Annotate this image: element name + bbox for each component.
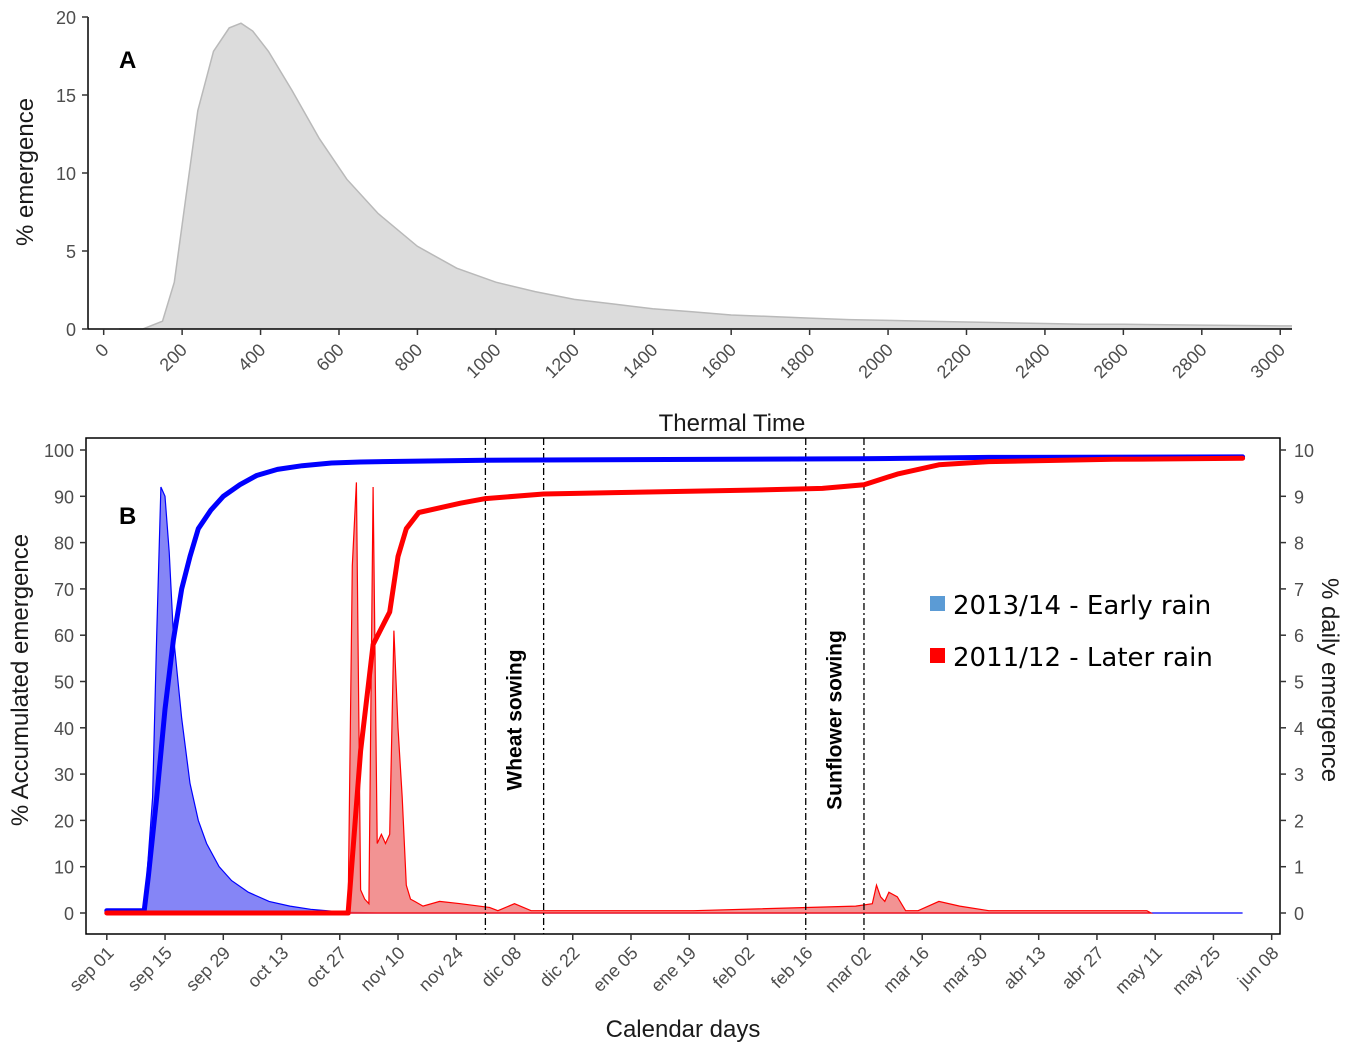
x-tick-label: oct 13 [244,943,293,992]
legend-label: 2011/12 - Later rain [953,643,1213,673]
x-tick-label: feb 02 [709,943,759,993]
x-tick-label: 3000 [1247,340,1289,382]
y-left-tick-label: 80 [54,534,74,554]
x-tick-label: mar 16 [879,943,933,997]
x-tick-label: nov 10 [356,943,408,995]
y-right-tick-label: 3 [1294,765,1304,785]
daily-emergence-area-2 [106,482,1154,914]
y-tick-label: 5 [66,242,76,262]
x-tick-label: jun 08 [1233,943,1283,993]
y-right-tick-label: 7 [1294,580,1304,600]
y-left-tick-label: 70 [54,580,74,600]
y-right-tick-label: 9 [1294,487,1304,507]
y-right-tick-label: 2 [1294,811,1304,831]
x-tick-label: 600 [312,340,347,375]
y-left-tick-label: 100 [44,441,74,461]
x-tick-label: dic 08 [477,943,525,991]
y-left-tick-label: 20 [54,811,74,831]
y-right-axis-title: % daily emergence [1316,578,1343,782]
sowing-label: Wheat sowing [503,649,526,790]
x-tick-label: feb 16 [767,943,817,993]
daily-emergence-area-1 [106,486,1243,914]
y-right-tick-label: 0 [1294,904,1304,924]
x-tick-label: nov 24 [415,943,467,995]
y-tick-label: 10 [56,164,76,184]
x-tick-label: 800 [391,340,426,375]
x-tick-label: 2800 [1168,340,1210,382]
x-tick-label: sep 15 [124,943,176,995]
x-tick-label: may 25 [1168,943,1224,999]
x-tick-label: 1600 [698,340,740,382]
x-tick-label: mar 02 [821,943,875,997]
x-tick-label: sep 01 [65,943,117,995]
y-left-tick-label: 50 [54,673,74,693]
x-tick-label: abr 27 [1058,943,1108,993]
emergence-area [119,23,1292,329]
x-axis-title: Thermal Time [659,410,806,437]
legend-swatch [930,596,945,611]
accumulated-emergence-line-2 [104,455,1246,916]
x-tick-label: 1200 [541,340,583,382]
x-tick-label: 2200 [933,340,975,382]
y-left-tick-label: 0 [64,904,74,924]
plot-frame [85,437,1281,935]
x-tick-label: 1000 [462,340,504,382]
y-right-tick-label: 10 [1294,441,1314,461]
y-left-tick-label: 90 [54,487,74,507]
y-left-tick-label: 10 [54,858,74,878]
x-tick-label: oct 27 [302,943,351,992]
x-tick-label: 1800 [776,340,818,382]
panel-label-b: B [119,503,136,530]
accumulated-emergence-line-1 [104,454,1246,914]
x-tick-label: dic 22 [535,943,583,991]
sowing-label: Sunflower sowing [824,630,847,810]
y-left-axis-title: % Accumulated emergence [7,534,34,826]
y-left-tick-label: 30 [54,765,74,785]
x-tick-label: may 11 [1111,943,1166,998]
y-right-tick-label: 1 [1294,858,1304,878]
y-right-tick-label: 6 [1294,626,1304,646]
y-tick-label: 20 [56,8,76,28]
y-left-tick-label: 40 [54,719,74,739]
x-tick-label: ene 05 [589,943,642,996]
x-tick-label: 1400 [619,340,661,382]
y-right-tick-label: 4 [1294,719,1304,739]
x-tick-label: abr 13 [999,943,1049,993]
y-right-tick-label: 8 [1294,534,1304,554]
x-tick-label: mar 30 [938,943,992,997]
y-left-tick-label: 60 [54,626,74,646]
y-tick-label: 15 [56,86,76,106]
emergence-curve [119,22,1292,330]
x-tick-label: 200 [156,340,191,375]
x-tick-label: 2000 [854,340,896,382]
legend-label: 2013/14 - Early rain [953,591,1211,621]
x-tick-label: 0 [91,340,112,361]
x-tick-label: 2400 [1011,340,1053,382]
panel-b: Wheat sowing Sunflower sowing010203040506… [7,437,1343,1043]
x-tick-label: sep 29 [182,943,234,995]
y-axis-title: % emergence [12,98,39,246]
x-axis-title: Calendar days [606,1016,761,1043]
y-right-tick-label: 5 [1294,673,1304,693]
y-tick-label: 0 [66,320,76,340]
legend-swatch [930,648,945,663]
x-tick-label: ene 19 [647,943,700,996]
x-tick-label: 2600 [1090,340,1132,382]
x-tick-label: 400 [234,340,269,375]
panel-label-a: A [119,47,136,74]
